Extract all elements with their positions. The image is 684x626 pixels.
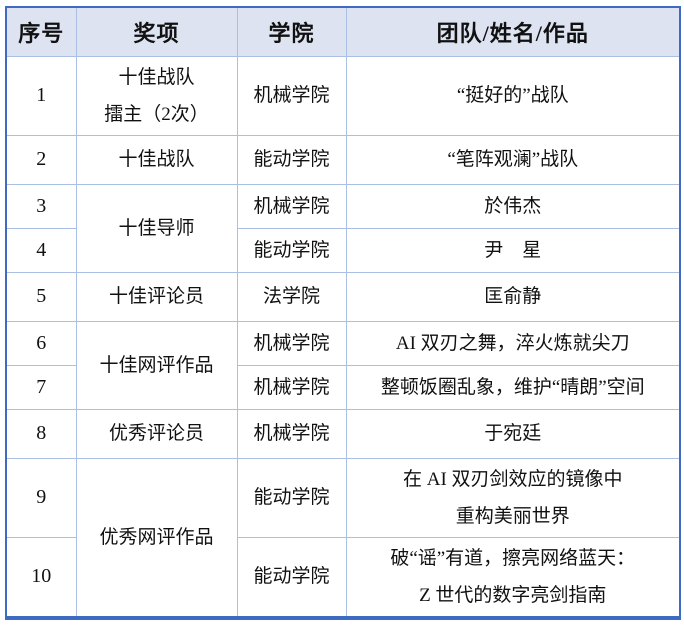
table-row-3: 3 十佳导师 机械学院 於伟杰 <box>5 183 681 273</box>
cell-college: 法学院 <box>236 271 347 322</box>
table-row-1: 1 十佳战队 擂主（2次） 机械学院 “挺好的”战队 <box>5 55 681 136</box>
table-row-5: 5 十佳评论员 法学院 匡俞静 <box>5 271 681 322</box>
cell-award: 十佳战队 <box>75 134 238 185</box>
cell-work: AI 双刃之舞，淬火炼就尖刀 <box>345 320 681 366</box>
header-award: 奖项 <box>75 6 238 57</box>
table-row-6: 6 十佳网评作品 机械学院 AI 双刃之舞，淬火炼就尖刀 <box>5 320 681 410</box>
cell-no: 4 <box>5 227 77 273</box>
work-line-2: 重构美丽世界 <box>455 505 570 527</box>
cell-work: 匡俞静 <box>345 271 681 322</box>
cell-no: 10 <box>5 536 77 619</box>
cell-no: 8 <box>5 408 77 459</box>
header-no: 序号 <box>5 6 77 57</box>
cell-college: 能动学院 <box>236 536 347 619</box>
award-line-2: 擂主（2次） <box>104 103 209 125</box>
table-row-4: 4 能动学院 尹 星 <box>5 227 681 273</box>
cell-no: 3 <box>5 183 77 229</box>
cell-award-merged: 优秀网评作品 <box>75 457 238 619</box>
cell-college: 机械学院 <box>236 408 347 459</box>
cell-work: 破“谣”有道，擦亮网络蓝天： Z 世代的数字亮剑指南 <box>345 536 681 619</box>
cell-no: 6 <box>5 320 77 366</box>
header-college: 学院 <box>236 6 347 57</box>
cell-college: 能动学院 <box>236 227 347 273</box>
cell-award: 优秀评论员 <box>75 408 238 459</box>
cell-no: 1 <box>5 55 77 136</box>
cell-college: 能动学院 <box>236 134 347 185</box>
cell-college: 机械学院 <box>236 364 347 410</box>
award-line-1: 十佳战队 <box>118 66 195 88</box>
header-row: 序号 奖项 学院 团队/姓名/作品 <box>5 6 681 57</box>
work-line-1: 破“谣”有道，擦亮网络蓝天： <box>390 547 636 569</box>
cell-college: 能动学院 <box>236 457 347 538</box>
work-line-2: Z 世代的数字亮剑指南 <box>419 584 607 606</box>
table-row-2: 2 十佳战队 能动学院 “笔阵观澜”战队 <box>5 134 681 185</box>
cell-no: 2 <box>5 134 77 185</box>
awards-table: 序号 奖项 学院 团队/姓名/作品 1 十佳战队 擂主（2次） 机械学院 “挺好… <box>5 6 681 620</box>
cell-college: 机械学院 <box>236 55 347 136</box>
cell-work: 在 AI 双刃剑效应的镜像中 重构美丽世界 <box>345 457 681 538</box>
cell-work: “笔阵观澜”战队 <box>345 134 681 185</box>
cell-work: “挺好的”战队 <box>345 55 681 136</box>
work-line-1: 在 AI 双刃剑效应的镜像中 <box>402 468 623 490</box>
cell-college: 机械学院 <box>236 320 347 366</box>
cell-work: 于宛廷 <box>345 408 681 459</box>
cell-award: 十佳评论员 <box>75 271 238 322</box>
table-row-7: 7 机械学院 整顿饭圈乱象，维护“晴朗”空间 <box>5 364 681 410</box>
table-row-9: 9 优秀网评作品 能动学院 在 AI 双刃剑效应的镜像中 重构美丽世界 <box>5 457 681 619</box>
table-row-10: 10 能动学院 破“谣”有道，擦亮网络蓝天： Z 世代的数字亮剑指南 <box>5 536 681 619</box>
cell-award: 十佳战队 擂主（2次） <box>75 55 238 136</box>
cell-college: 机械学院 <box>236 183 347 229</box>
header-work: 团队/姓名/作品 <box>345 6 681 57</box>
table-row-8: 8 优秀评论员 机械学院 于宛廷 <box>5 408 681 459</box>
cell-work: 於伟杰 <box>345 183 681 229</box>
cell-no: 7 <box>5 364 77 410</box>
cell-work: 整顿饭圈乱象，维护“晴朗”空间 <box>345 364 681 410</box>
cell-no: 9 <box>5 457 77 538</box>
cell-award-merged: 十佳网评作品 <box>75 320 238 410</box>
cell-award-merged: 十佳导师 <box>75 183 238 273</box>
cell-no: 5 <box>5 271 77 322</box>
cell-work: 尹 星 <box>345 227 681 273</box>
